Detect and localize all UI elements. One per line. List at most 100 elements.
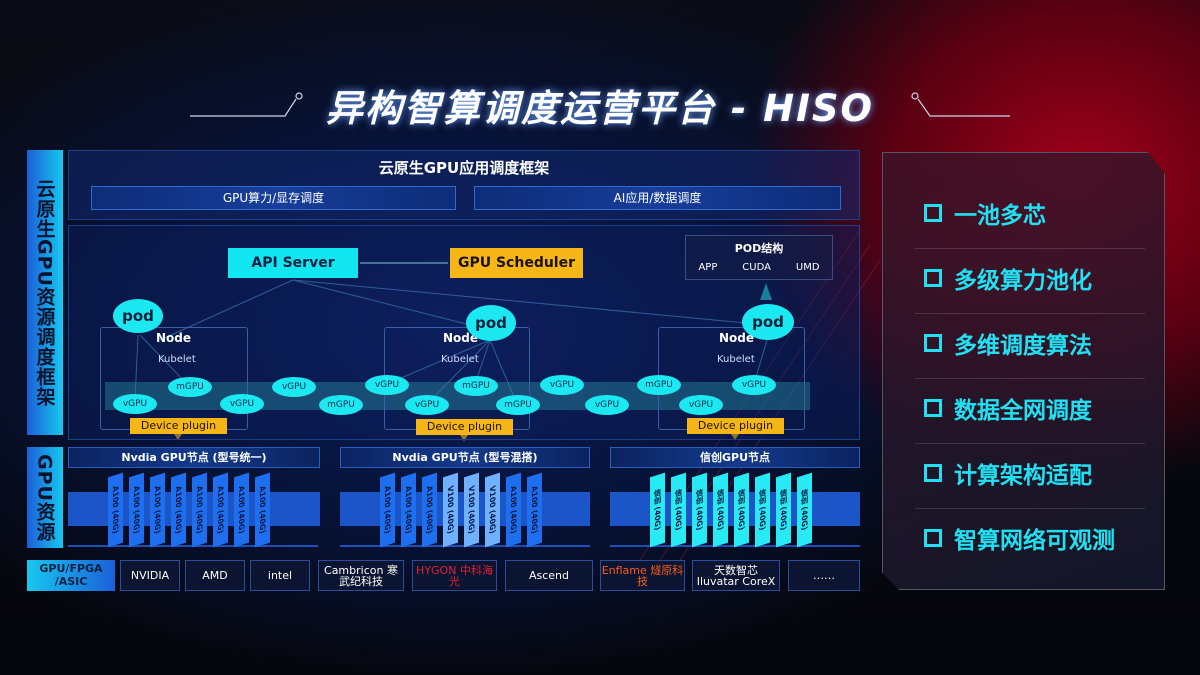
feature-item: 一池多芯 xyxy=(924,196,1046,230)
feature-label: 多维调度算法 xyxy=(954,333,1092,359)
divider xyxy=(915,378,1145,379)
gpu-card: A100 (40G) xyxy=(129,472,144,548)
top-panel: 云原生GPU应用调度框架 GPU算力/显存调度 AI应用/数据调度 xyxy=(68,150,860,220)
vgpu: vGPU xyxy=(405,395,449,415)
vendor-logo: Cambricon 寒武纪科技 xyxy=(318,560,404,591)
connector-lines xyxy=(134,262,768,405)
pod-app: APP xyxy=(698,262,718,273)
ai-data-box: AI应用/数据调度 xyxy=(474,186,841,210)
gpu-card: A100 (40G) xyxy=(234,472,249,548)
pod-umd: UMD xyxy=(795,262,820,273)
feature-item: 智算网络可观测 xyxy=(924,521,1115,555)
gpu-card: V100 (40G) xyxy=(464,472,479,548)
divider xyxy=(915,313,1145,314)
gpu-node-header: Nvdia GPU节点 (型号混搭) xyxy=(340,447,590,468)
gpu-card: A100 (40G) xyxy=(108,472,123,548)
device-plugin-2: Device plugin xyxy=(416,419,513,435)
gpu-card: 信创 (40G) xyxy=(671,472,686,548)
gpu-node-header: Nvdia GPU节点 (型号统一) xyxy=(68,447,320,468)
vendor-logo: Enflame 燧原科技 xyxy=(600,560,685,591)
kubelet-label: Kubelet xyxy=(441,354,479,365)
gpu-card: 信创 (40G) xyxy=(797,472,812,548)
mgpu: mGPU xyxy=(496,395,540,415)
device-plugin-3: Device plugin xyxy=(687,418,784,434)
gpu-scheduler-box: GPU Scheduler xyxy=(450,248,583,278)
vendor-logo: AMD xyxy=(185,560,245,591)
checkbox-icon xyxy=(924,529,942,547)
vendor-logo: …… xyxy=(788,560,860,591)
pod-2: pod xyxy=(466,305,516,341)
gpu-card: A100 (40G) xyxy=(422,472,437,548)
gpu-card: 信创 (40G) xyxy=(755,472,770,548)
vgpu: vGPU xyxy=(220,394,264,414)
features-panel xyxy=(882,152,1165,590)
vgpu: vGPU xyxy=(540,375,584,395)
divider xyxy=(915,443,1145,444)
gpu-node-header: 信创GPU节点 xyxy=(610,447,860,468)
pod-3: pod xyxy=(742,304,794,340)
node-3: Node Kubelet xyxy=(658,327,805,430)
mgpu: mGPU xyxy=(168,377,212,397)
gpu-card: 信创 (40G) xyxy=(734,472,749,548)
gpu-card: 信创 (40G) xyxy=(650,472,665,548)
checkbox-icon xyxy=(924,269,942,287)
gpu-card: A100 (40G) xyxy=(192,472,207,548)
gpu-card: A100 (40G) xyxy=(506,472,521,548)
vendor-label: GPU/FPGA /ASIC xyxy=(27,560,115,591)
node-1: Node Kubelet xyxy=(100,327,248,430)
arrow-up-icon xyxy=(760,283,772,300)
vgpu: vGPU xyxy=(585,395,629,415)
feature-label: 多级算力池化 xyxy=(954,268,1092,294)
vendor-logo: Ascend xyxy=(505,560,593,591)
vgpu: vGPU xyxy=(679,395,723,415)
gpu-card: A100 (40G) xyxy=(213,472,228,548)
pod-structure-title: POD结构 xyxy=(734,242,784,255)
resources-label: GPU资源 xyxy=(27,447,63,548)
vgpu: vGPU xyxy=(365,375,409,395)
feature-label: 计算架构适配 xyxy=(954,463,1092,489)
checkbox-icon xyxy=(924,204,942,222)
down-arrows xyxy=(174,434,739,441)
vgpu: vGPU xyxy=(272,377,316,397)
feature-label: 一池多芯 xyxy=(954,203,1046,229)
mgpu: mGPU xyxy=(454,376,498,396)
feature-item: 计算架构适配 xyxy=(924,456,1092,490)
vgpu: vGPU xyxy=(732,375,776,395)
api-server-box: API Server xyxy=(228,248,358,278)
checkbox-icon xyxy=(924,464,942,482)
framework-label: 云原生GPU资源调度框架 xyxy=(27,150,63,435)
feature-label: 数据全网调度 xyxy=(954,398,1092,424)
top-panel-title: 云原生GPU应用调度框架 xyxy=(378,159,550,177)
gpu-card: V100 (40G) xyxy=(443,472,458,548)
feature-item: 数据全网调度 xyxy=(924,391,1092,425)
vendor-logo: intel xyxy=(250,560,310,591)
mgpu: mGPU xyxy=(637,375,681,395)
pod-cuda: CUDA xyxy=(742,262,771,273)
feature-label: 智算网络可观测 xyxy=(954,528,1115,554)
feature-item: 多级算力池化 xyxy=(924,261,1092,295)
node-label: Node xyxy=(719,331,755,345)
gpu-card: V100 (40G) xyxy=(485,472,500,548)
gpu-card: A100 (40G) xyxy=(527,472,542,548)
vgpu: vGPU xyxy=(113,394,157,414)
divider xyxy=(915,508,1145,509)
vendor-logo: NVIDIA xyxy=(120,560,180,591)
feature-item: 多维调度算法 xyxy=(924,326,1092,360)
checkbox-icon xyxy=(924,399,942,417)
page-title: 异构智算调度运营平台 - HISO xyxy=(326,87,874,130)
gpu-card: 信创 (40G) xyxy=(776,472,791,548)
device-plugin-1: Device plugin xyxy=(130,418,227,434)
divider xyxy=(915,248,1145,249)
gpu-card: 信创 (40G) xyxy=(713,472,728,548)
gpu-card: A100 (40G) xyxy=(255,472,270,548)
node-label: Node xyxy=(443,331,479,345)
gpu-card: A100 (40G) xyxy=(401,472,416,548)
pod-1: pod xyxy=(113,299,163,333)
pod-structure-box: POD结构 APP CUDA UMD xyxy=(685,235,833,280)
gpu-card: A100 (40G) xyxy=(380,472,395,548)
gpu-card: A100 (40G) xyxy=(150,472,165,548)
vendor-logo: HYGON 中科海光 xyxy=(412,560,497,591)
gpu-card: A100 (40G) xyxy=(171,472,186,548)
checkbox-icon xyxy=(924,334,942,352)
kubelet-label: Kubelet xyxy=(158,354,196,365)
